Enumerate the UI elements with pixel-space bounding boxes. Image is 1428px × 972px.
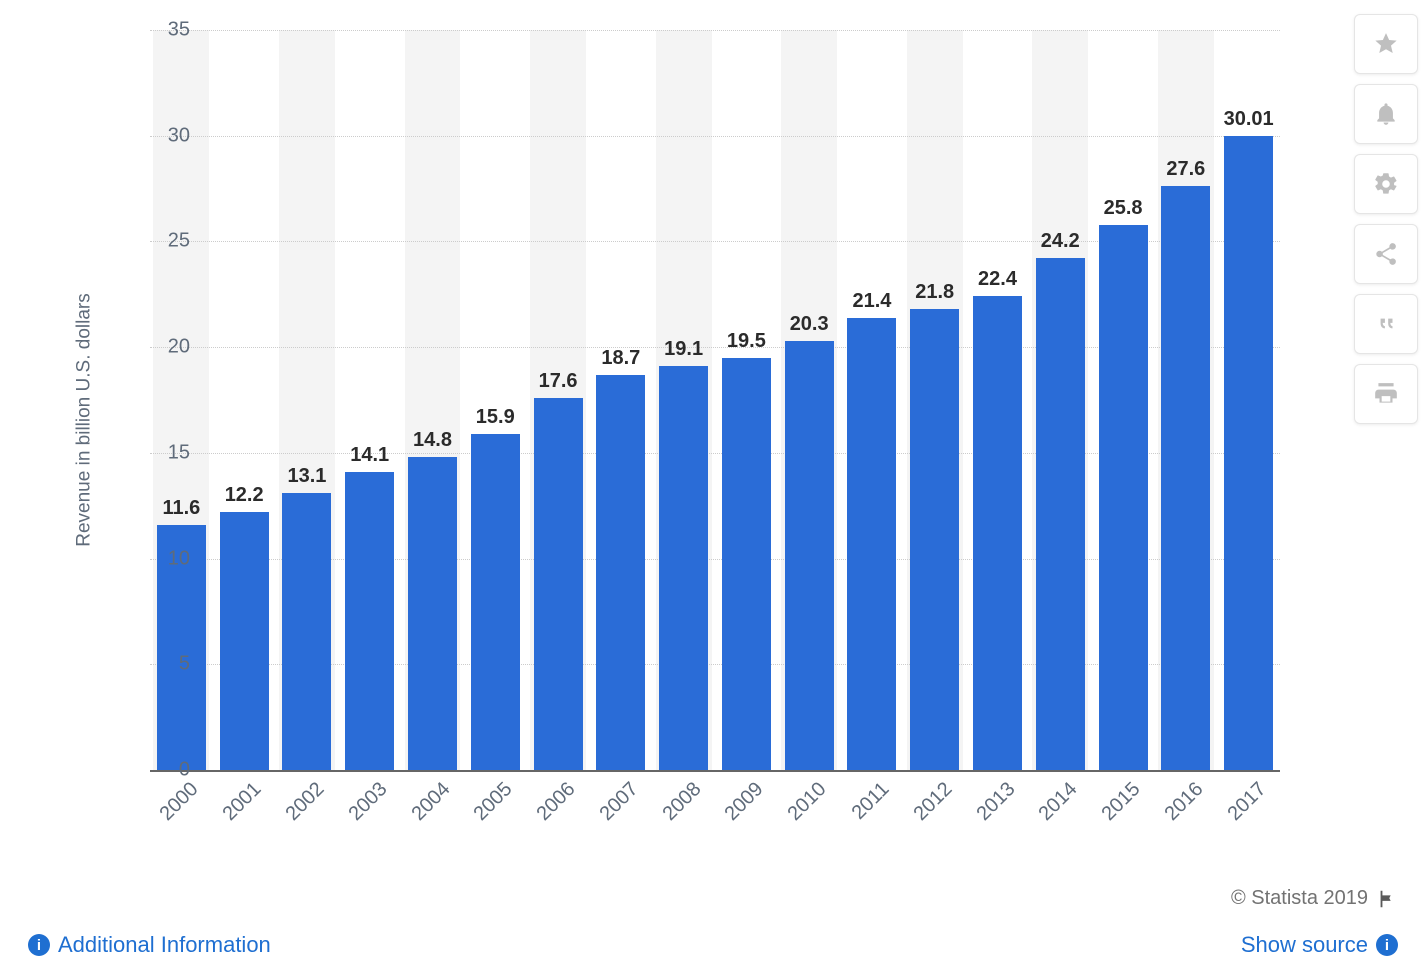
additional-info-label: Additional Information bbox=[58, 932, 271, 958]
x-tick-label: 2008 bbox=[658, 778, 706, 826]
bar[interactable] bbox=[345, 472, 394, 770]
x-tick-label: 2009 bbox=[721, 778, 769, 826]
bar[interactable] bbox=[910, 309, 959, 770]
bar[interactable] bbox=[220, 512, 269, 770]
copyright-text: © Statista 2019 bbox=[1231, 887, 1398, 910]
share-icon bbox=[1373, 241, 1399, 267]
y-tick-label: 15 bbox=[130, 441, 190, 464]
y-tick-label: 10 bbox=[130, 547, 190, 570]
x-tick-label: 2012 bbox=[909, 778, 957, 826]
settings-button[interactable] bbox=[1354, 154, 1418, 214]
print-button[interactable] bbox=[1354, 364, 1418, 424]
bar[interactable] bbox=[534, 398, 583, 770]
favorite-button[interactable] bbox=[1354, 14, 1418, 74]
chart-footer: © Statista 2019 i Additional Information… bbox=[0, 852, 1428, 972]
additional-info-link[interactable]: i Additional Information bbox=[28, 932, 271, 958]
cite-button[interactable] bbox=[1354, 294, 1418, 354]
flag-icon bbox=[1376, 888, 1398, 910]
bar-value-label: 27.6 bbox=[1146, 158, 1226, 181]
x-tick-label: 2017 bbox=[1223, 778, 1271, 826]
plot-area: 11.612.213.114.114.815.917.618.719.119.5… bbox=[150, 30, 1280, 772]
x-tick-label: 2010 bbox=[784, 778, 832, 826]
bars-layer: 11.612.213.114.114.815.917.618.719.119.5… bbox=[150, 30, 1280, 770]
gear-icon bbox=[1373, 171, 1399, 197]
x-tick-label: 2007 bbox=[595, 778, 643, 826]
y-tick-label: 30 bbox=[130, 124, 190, 147]
bar[interactable] bbox=[1161, 186, 1210, 770]
y-tick-label: 5 bbox=[130, 653, 190, 676]
x-tick-label: 2014 bbox=[1035, 778, 1083, 826]
y-tick-label: 20 bbox=[130, 336, 190, 359]
bar[interactable] bbox=[1036, 258, 1085, 770]
x-tick-label: 2013 bbox=[972, 778, 1020, 826]
x-tick-label: 2005 bbox=[470, 778, 518, 826]
bar[interactable] bbox=[847, 318, 896, 770]
bar-value-label: 15.9 bbox=[455, 406, 535, 429]
bar-value-label: 13.1 bbox=[267, 465, 347, 488]
x-tick-label: 2011 bbox=[848, 778, 895, 825]
print-icon bbox=[1373, 381, 1399, 407]
bar[interactable] bbox=[973, 296, 1022, 770]
x-tick-label: 2000 bbox=[156, 778, 204, 826]
bar[interactable] bbox=[1099, 225, 1148, 770]
y-tick-label: 35 bbox=[130, 19, 190, 42]
bell-icon bbox=[1373, 101, 1399, 127]
bar[interactable] bbox=[1224, 136, 1273, 770]
y-tick-label: 0 bbox=[130, 759, 190, 782]
bar-value-label: 14.8 bbox=[393, 429, 473, 452]
x-tick-label: 2001 bbox=[219, 778, 267, 826]
bar-value-label: 22.4 bbox=[958, 268, 1038, 291]
bar-value-label: 20.3 bbox=[769, 313, 849, 336]
bar[interactable] bbox=[596, 375, 645, 770]
show-source-label: Show source bbox=[1241, 932, 1368, 958]
copyright-label: © Statista 2019 bbox=[1231, 887, 1368, 910]
x-tick-label: 2002 bbox=[281, 778, 329, 826]
y-tick-label: 25 bbox=[130, 230, 190, 253]
star-icon bbox=[1373, 31, 1399, 57]
info-icon: i bbox=[1376, 934, 1398, 956]
show-source-link[interactable]: Show source i bbox=[1241, 932, 1398, 958]
bar-value-label: 24.2 bbox=[1020, 230, 1100, 253]
quote-icon bbox=[1373, 311, 1399, 337]
bar-value-label: 25.8 bbox=[1083, 197, 1163, 220]
notify-button[interactable] bbox=[1354, 84, 1418, 144]
bar[interactable] bbox=[471, 434, 520, 770]
bar[interactable] bbox=[722, 358, 771, 770]
x-tick-label: 2016 bbox=[1160, 778, 1208, 826]
bar[interactable] bbox=[282, 493, 331, 770]
bar[interactable] bbox=[785, 341, 834, 770]
info-icon: i bbox=[28, 934, 50, 956]
x-tick-label: 2015 bbox=[1098, 778, 1146, 826]
x-tick-label: 2004 bbox=[407, 778, 455, 826]
side-toolbar bbox=[1354, 14, 1416, 424]
x-tick-label: 2003 bbox=[344, 778, 392, 826]
y-axis-title-text: Revenue in billion U.S. dollars bbox=[74, 293, 96, 546]
bar[interactable] bbox=[408, 457, 457, 770]
chart-container: Revenue in billion U.S. dollars 11.612.2… bbox=[30, 10, 1330, 830]
bar-value-label: 17.6 bbox=[518, 370, 598, 393]
bar[interactable] bbox=[659, 366, 708, 770]
share-button[interactable] bbox=[1354, 224, 1418, 284]
y-axis-title: Revenue in billion U.S. dollars bbox=[75, 10, 95, 830]
bar-value-label: 30.01 bbox=[1209, 108, 1289, 131]
x-tick-label: 2006 bbox=[533, 778, 581, 826]
